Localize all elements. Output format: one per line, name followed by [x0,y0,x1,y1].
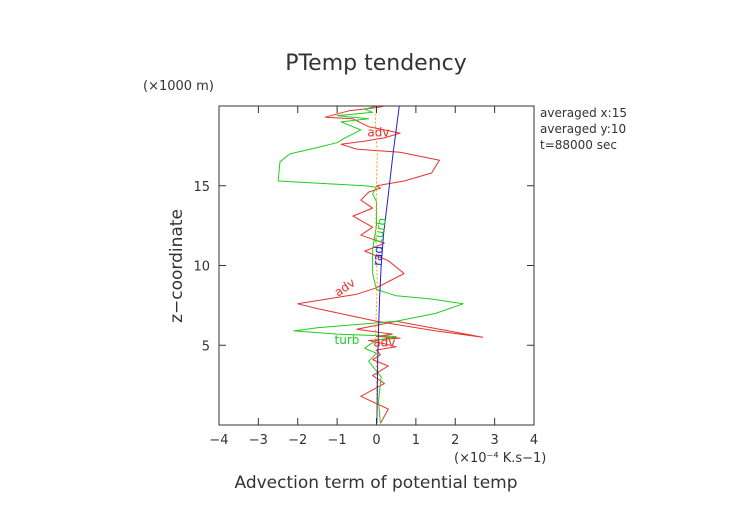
x-axis-label: Advection term of potential temp [234,473,517,493]
x-tick-label: 0 [372,433,380,448]
x-tick-label: 3 [490,433,498,448]
x-tick-label: 1 [412,433,420,448]
y-axis: 5 10 15 [193,180,534,354]
series-annotation-adv: adv [373,335,395,349]
x-tick-label: −4 [209,433,228,448]
x-scale-note: (×10⁻⁴ K.s−1) [454,451,546,466]
series-line-rad [376,106,400,424]
series-line-turb [277,106,464,424]
series-annotation-turb: turb [371,217,389,244]
y-tick-label: 5 [202,339,210,354]
info-line-x: averaged x:15 [540,106,627,120]
y-scale-note: (×1000 m) [143,79,214,94]
series-annotation-rad: rad [370,245,386,266]
y-axis-label: z−coordinate [167,209,187,323]
y-tick-label: 10 [193,260,210,275]
x-tick-label: −1 [328,433,347,448]
series-annotation-turb: turb [335,333,360,347]
series-annotation-adv: adv [332,275,358,299]
x-tick-label: 2 [451,433,459,448]
info-line-y: averaged y:10 [540,122,626,136]
chart-title: PTemp tendency [285,51,467,76]
y-tick-label: 15 [193,180,210,195]
x-tick-label: −3 [249,433,268,448]
info-line-time: t=88000 sec [540,138,617,152]
series-line-zero-line [374,106,378,424]
x-axis: −4 −3 −2 −1 0 1 2 3 4 [209,106,538,448]
averaging-info: averaged x:15 averaged y:10 t=88000 sec [540,106,627,152]
series-layer [277,106,484,424]
x-tick-label: −2 [288,433,307,448]
series-annotation-adv: adv [367,126,389,140]
x-tick-label: 4 [530,433,538,448]
series-line-adv [297,106,484,424]
